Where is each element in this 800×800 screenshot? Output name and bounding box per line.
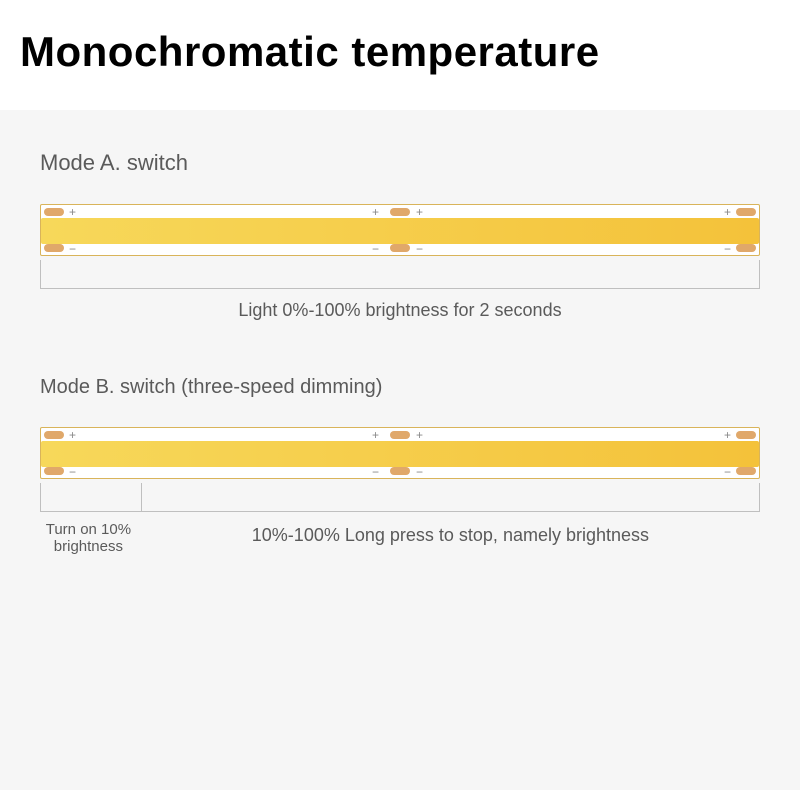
plus-icon: + xyxy=(416,429,423,441)
mode-b-caption-left: Turn on 10% brightness xyxy=(40,521,141,555)
contact-pad xyxy=(44,431,64,439)
bracket-bar xyxy=(40,511,760,512)
plus-icon: + xyxy=(416,206,423,218)
minus-icon: − xyxy=(372,466,379,478)
bracket-tick xyxy=(759,483,760,511)
contact-pad xyxy=(390,431,410,439)
mode-a-strip: + − + + − − + − xyxy=(40,204,760,256)
bracket-tick xyxy=(40,260,41,288)
mode-a-caption: Light 0%-100% brightness for 2 seconds xyxy=(40,300,760,321)
bracket-bar xyxy=(40,288,760,289)
contact-pad xyxy=(44,467,64,475)
plus-icon: + xyxy=(724,429,731,441)
contact-pad xyxy=(390,467,410,475)
title-bar: Monochromatic temperature xyxy=(0,0,800,110)
mode-a-strip-wrap: + − + + − − + − Light 0%-100% b xyxy=(40,204,760,328)
contact-pad xyxy=(736,431,756,439)
minus-icon: − xyxy=(69,466,76,478)
plus-icon: + xyxy=(724,206,731,218)
contact-pad xyxy=(736,208,756,216)
contact-pad xyxy=(44,208,64,216)
mode-b-strip-core xyxy=(41,441,759,467)
minus-icon: − xyxy=(69,243,76,255)
plus-icon: + xyxy=(372,429,379,441)
minus-icon: − xyxy=(416,243,423,255)
mode-b-caption-right: 10%-100% Long press to stop, namely brig… xyxy=(141,525,760,546)
contact-pad xyxy=(44,244,64,252)
content-area: Mode A. switch + − + + − − + − xyxy=(0,110,800,790)
minus-icon: − xyxy=(724,466,731,478)
mode-a-strip-core xyxy=(41,218,759,244)
contact-pad xyxy=(390,208,410,216)
mode-b-bracket: Turn on 10% brightness 10%-100% Long pre… xyxy=(40,483,760,569)
mode-a-block: Mode A. switch + − + + − − + − xyxy=(40,150,760,328)
mode-a-label: Mode A. switch xyxy=(40,150,760,176)
minus-icon: − xyxy=(724,243,731,255)
plus-icon: + xyxy=(69,206,76,218)
bracket-tick xyxy=(759,260,760,288)
bracket-tick-split xyxy=(141,483,142,511)
minus-icon: − xyxy=(416,466,423,478)
page-title: Monochromatic temperature xyxy=(20,28,780,76)
mode-b-block: Mode B. switch (three-speed dimming) + −… xyxy=(40,376,760,569)
mode-b-strip: + − + + − − + − xyxy=(40,427,760,479)
contact-pad xyxy=(736,467,756,475)
contact-pad xyxy=(390,244,410,252)
mode-b-label: Mode B. switch (three-speed dimming) xyxy=(40,376,760,399)
bracket-tick xyxy=(40,483,41,511)
plus-icon: + xyxy=(372,206,379,218)
plus-icon: + xyxy=(69,429,76,441)
mode-b-strip-wrap: + − + + − − + − xyxy=(40,427,760,569)
mode-a-bracket: Light 0%-100% brightness for 2 seconds xyxy=(40,260,760,328)
minus-icon: − xyxy=(372,243,379,255)
contact-pad xyxy=(736,244,756,252)
